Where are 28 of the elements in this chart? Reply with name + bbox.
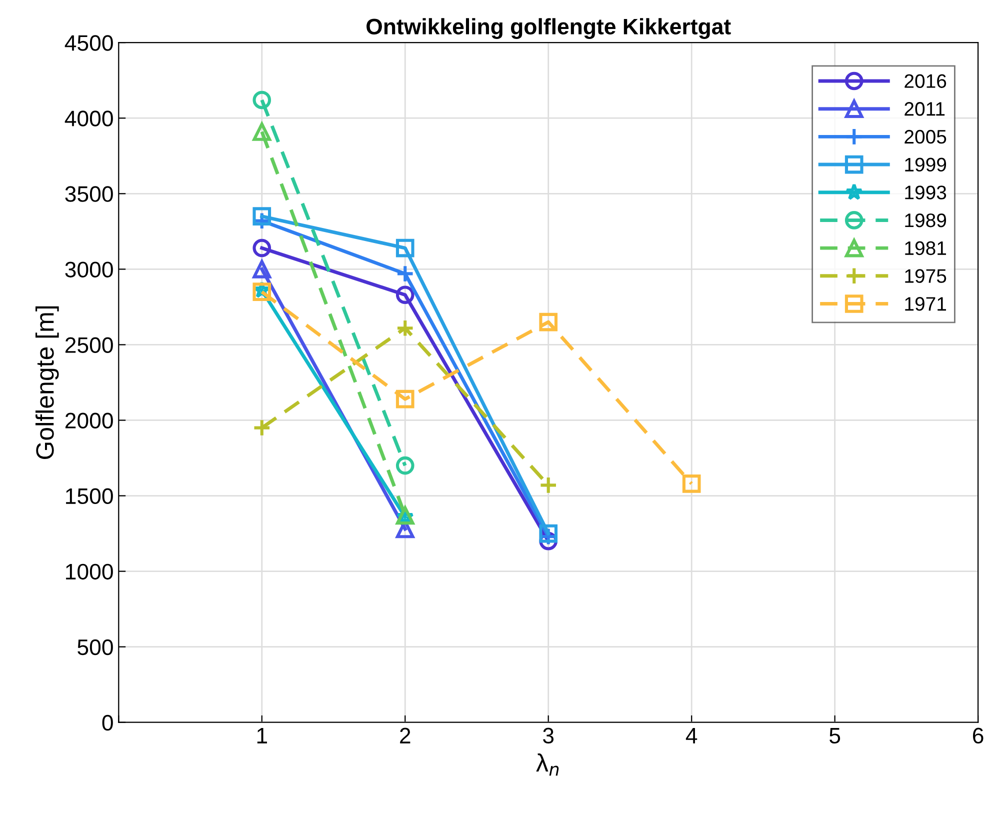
y-tick-label: 1000 <box>66 564 113 580</box>
x-tick-label: 6 <box>973 728 984 744</box>
legend-label: 1999 <box>905 158 946 172</box>
chart-title: Ontwikkeling golflengte Kikkertgat <box>366 18 731 39</box>
x-tick-label: 2 <box>400 728 410 744</box>
legend-label: 2016 <box>904 74 946 88</box>
x-tick-label: 4 <box>686 728 698 744</box>
x-axis-title: λ$_{n}$ <box>536 753 559 776</box>
legend-label: 1975 <box>905 269 946 283</box>
x-tick-label: 3 <box>543 728 554 744</box>
y-tick-label: 4000 <box>64 110 113 126</box>
y-tick-label: 2000 <box>65 412 113 429</box>
y-tick-label: 500 <box>78 639 113 656</box>
legend-label: 1981 <box>905 241 946 256</box>
legend-label: 1993 <box>905 186 946 200</box>
y-tick-label: 3000 <box>65 262 113 278</box>
x-tick-label: 1 <box>257 728 267 744</box>
y-tick-label: 0 <box>102 714 113 731</box>
y-tick-label: 3500 <box>65 186 113 202</box>
x-tick-label: 5 <box>830 728 840 744</box>
y-tick-label: 4500 <box>64 35 113 51</box>
legend-label: 1971 <box>905 296 946 311</box>
y-tick-label: 2500 <box>65 337 113 353</box>
y-tick-label: 1500 <box>66 488 113 504</box>
legend-label: 2005 <box>904 130 946 144</box>
y-axis-title: Golflengte [m] <box>35 306 59 460</box>
legend-label: 2011 <box>904 102 945 116</box>
legend-label: 1989 <box>905 213 946 228</box>
